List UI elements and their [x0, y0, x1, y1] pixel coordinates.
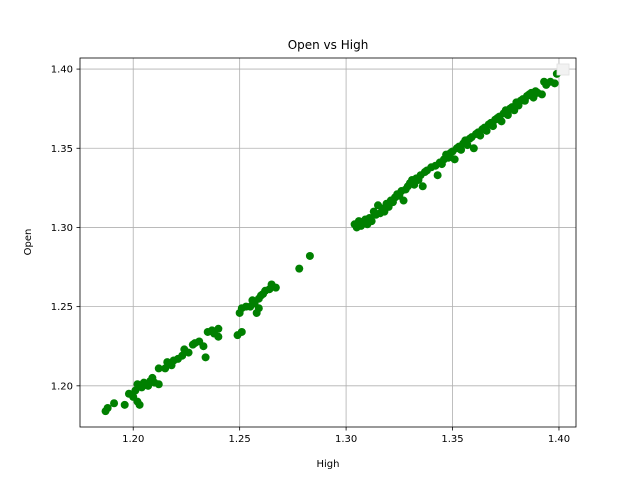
y-tick-label: 1.25 — [51, 302, 73, 313]
scatter-point — [110, 399, 119, 408]
scatter-point — [120, 400, 129, 409]
grid-lines — [80, 58, 576, 427]
scatter-point — [271, 283, 280, 292]
scatter-point — [154, 380, 163, 389]
scatter-point — [463, 141, 472, 150]
scatter-point — [488, 122, 497, 131]
x-tick-label: 1.20 — [122, 434, 144, 445]
scatter-point — [254, 304, 263, 313]
data-points — [101, 69, 561, 416]
scatter-point — [305, 251, 314, 260]
scatter-point — [154, 364, 163, 373]
x-axis-label: High — [317, 459, 340, 470]
scatter-point — [214, 332, 223, 341]
x-tick-label: 1.40 — [548, 434, 570, 445]
x-tick-label: 1.30 — [335, 434, 357, 445]
axis-ticks: 1.20 1.25 1.30 1.35 1.40 1.20 1.25 1.30 1.35 1.40 — [51, 65, 570, 445]
scatter-point — [161, 364, 170, 373]
scatter-point — [450, 155, 459, 164]
scatter-point — [497, 117, 506, 126]
scatter-point — [184, 348, 193, 357]
chart-title: Open vs High — [288, 38, 369, 52]
y-tick-label: 1.35 — [51, 144, 73, 155]
scatter-point — [476, 131, 485, 140]
scatter-point — [550, 79, 559, 88]
scatter-point — [214, 324, 223, 333]
scatter-point — [457, 145, 466, 154]
scatter-point — [131, 386, 140, 395]
scatter-point — [503, 111, 512, 120]
scatter-point — [178, 351, 187, 360]
y-axis-label: Open — [23, 229, 34, 256]
y-tick-label: 1.30 — [51, 223, 73, 234]
scatter-point — [469, 144, 478, 153]
scatter-point — [399, 196, 408, 205]
scatter-point — [295, 264, 304, 273]
x-tick-label: 1.25 — [229, 434, 251, 445]
scatter-point — [537, 90, 546, 99]
scatter-point — [201, 353, 210, 362]
scatter-point — [482, 126, 491, 135]
y-tick-label: 1.40 — [51, 65, 73, 76]
scatter-point — [103, 403, 112, 412]
scatter-point — [418, 182, 427, 191]
plot-frame — [79, 57, 577, 428]
legend-box — [556, 63, 570, 76]
scatter-point — [135, 400, 144, 409]
x-tick-label: 1.35 — [441, 434, 463, 445]
scatter-point — [199, 342, 208, 351]
scatter-point — [367, 217, 376, 226]
scatter-point — [237, 327, 246, 336]
y-tick-label: 1.20 — [51, 381, 73, 392]
scatter-point — [433, 171, 442, 180]
